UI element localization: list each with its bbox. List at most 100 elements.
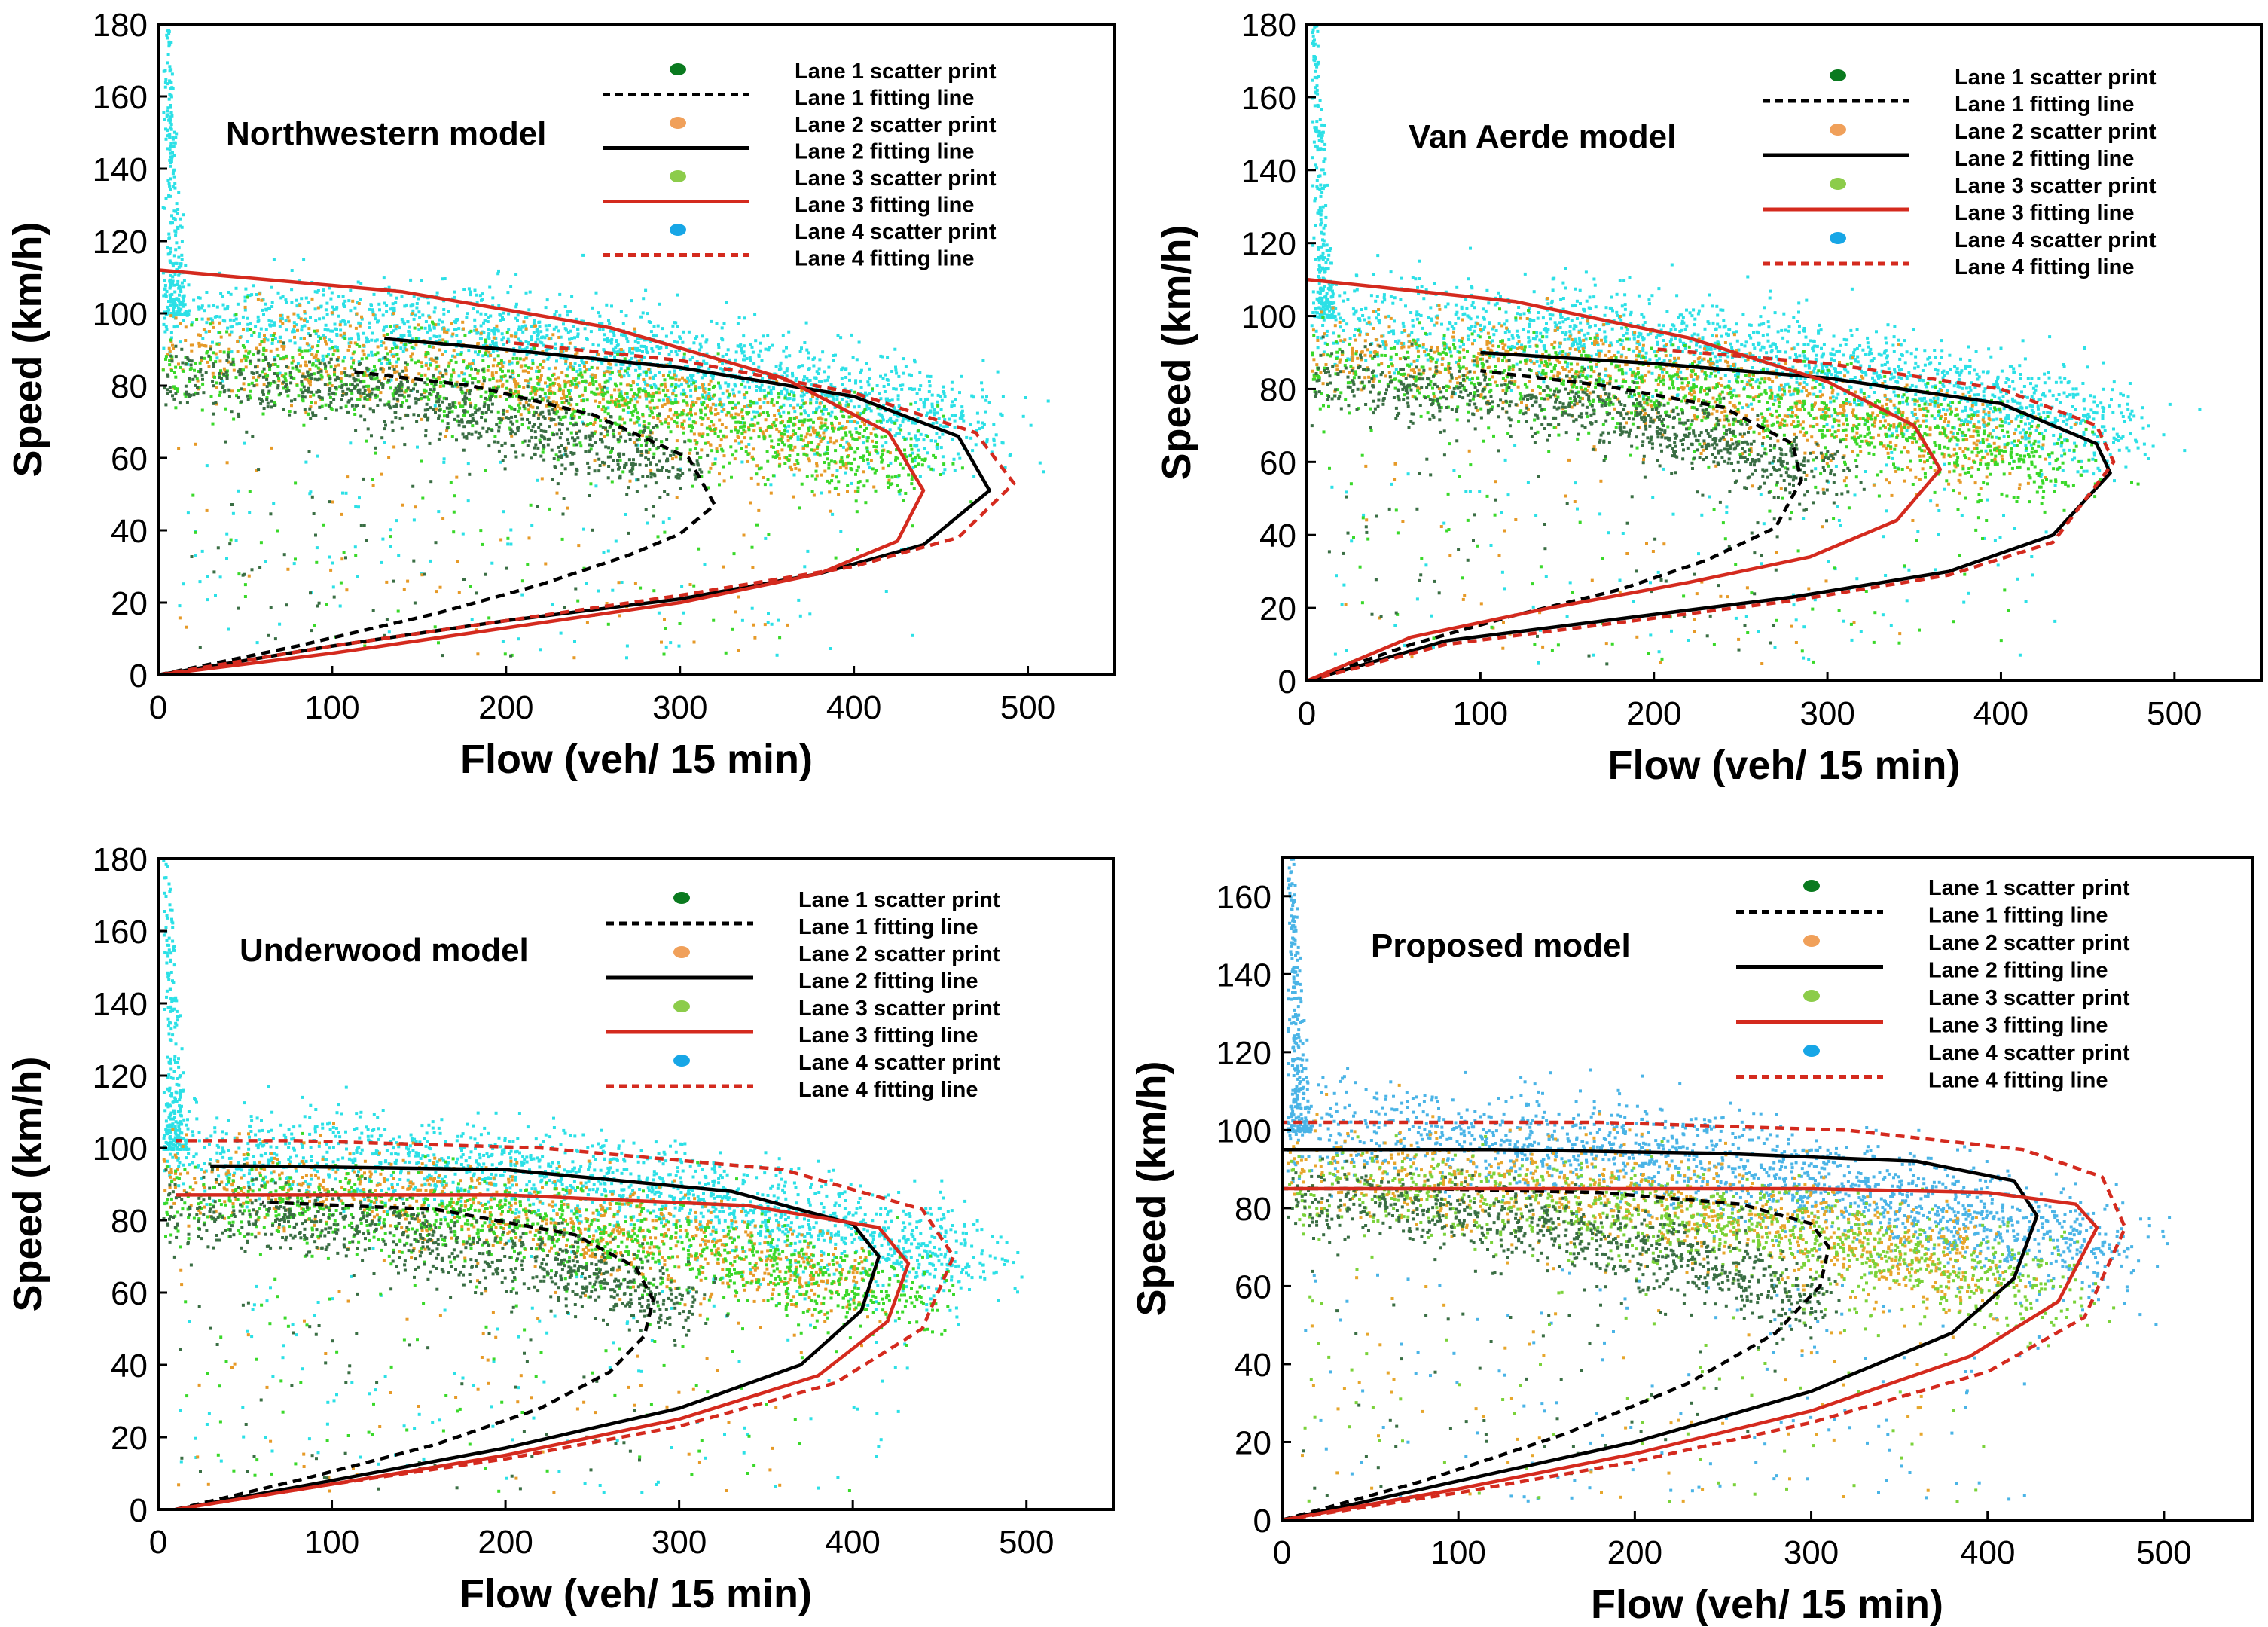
scatter-point — [536, 337, 540, 341]
scatter-point — [663, 490, 667, 493]
scatter-point — [832, 426, 836, 430]
scatter-point — [496, 410, 500, 414]
scatter-point — [395, 364, 398, 368]
scatter-point — [851, 356, 855, 359]
scatter-point — [748, 356, 752, 359]
scatter-point — [566, 427, 569, 431]
scatter-point — [631, 464, 635, 468]
scatter-point — [850, 462, 853, 466]
scatter-point — [918, 475, 922, 478]
scatter-point — [339, 379, 343, 383]
scatter-point — [389, 293, 393, 297]
scatter-point — [166, 388, 169, 392]
scatter-point — [872, 485, 876, 489]
scatter-point — [536, 478, 539, 482]
scatter-point — [582, 408, 585, 411]
scatter-point — [645, 350, 649, 353]
scatter-point — [890, 370, 894, 373]
scatter-point — [856, 486, 860, 490]
scatter-point — [438, 404, 441, 408]
scatter-point — [426, 351, 429, 354]
scatter-point — [527, 403, 530, 407]
scatter-point — [656, 468, 660, 472]
scatter-point — [329, 406, 333, 410]
scatter-point — [168, 184, 172, 188]
scatter-point — [411, 303, 415, 307]
scatter-point — [289, 376, 293, 380]
scatter-point — [935, 432, 939, 435]
scatter-point — [420, 396, 423, 400]
scatter-point — [343, 322, 347, 326]
scatter-point — [835, 394, 839, 398]
scatter-point — [167, 32, 171, 35]
scatter-point — [580, 374, 584, 377]
scatter-point — [664, 385, 667, 389]
scatter-point — [941, 432, 945, 436]
scatter-point — [713, 462, 717, 466]
scatter-point — [631, 413, 635, 417]
scatter-point — [356, 332, 360, 336]
scatter-point — [164, 325, 168, 328]
scatter-point — [815, 474, 819, 478]
scatter-point — [987, 401, 991, 404]
scatter-point — [510, 434, 514, 438]
scatter-point — [631, 347, 634, 351]
scatter-point — [573, 640, 576, 643]
scatter-point — [688, 358, 692, 362]
scatter-point — [625, 644, 629, 648]
scatter-point — [444, 340, 447, 344]
scatter-point — [168, 158, 172, 162]
scatter-point — [641, 350, 644, 353]
scatter-point — [853, 420, 856, 423]
scatter-point — [544, 324, 548, 328]
scatter-point — [454, 321, 458, 325]
scatter-point — [565, 454, 569, 458]
scatter-point — [353, 413, 357, 416]
scatter-point — [763, 623, 767, 627]
scatter-point — [441, 400, 444, 404]
scatter-point — [200, 343, 203, 347]
scatter-point — [339, 333, 343, 337]
scatter-point — [491, 350, 495, 353]
scatter-point — [185, 313, 188, 316]
scatter-point — [709, 374, 713, 377]
scatter-point — [359, 322, 362, 325]
scatter-point — [646, 383, 649, 387]
scatter-point — [256, 298, 260, 301]
scatter-point — [693, 473, 697, 477]
scatter-point — [942, 414, 945, 418]
scatter-point — [960, 414, 963, 418]
scatter-point — [347, 345, 351, 348]
scatter-point — [334, 364, 337, 368]
scatter-point — [322, 288, 325, 292]
scatter-point — [898, 432, 901, 435]
scatter-point — [707, 392, 711, 395]
scatter-point — [617, 402, 621, 406]
scatter-point — [647, 320, 651, 324]
scatter-point — [926, 411, 929, 415]
scatter-point — [381, 383, 385, 387]
scatter-point — [762, 432, 765, 436]
scatter-point — [325, 301, 329, 305]
scatter-point — [452, 371, 456, 374]
scatter-point — [441, 338, 445, 342]
scatter-point — [442, 457, 446, 461]
scatter-point — [685, 401, 689, 405]
scatter-point — [840, 438, 844, 441]
scatter-point — [362, 392, 365, 395]
scatter-point — [926, 435, 929, 438]
scatter-point — [481, 542, 484, 546]
scatter-point — [394, 403, 398, 407]
scatter-point — [169, 142, 173, 145]
scatter-point — [165, 328, 169, 331]
scatter-point — [261, 370, 264, 374]
scatter-point — [177, 255, 181, 259]
scatter-point — [292, 359, 295, 363]
scatter-point — [291, 330, 295, 334]
scatter-point — [690, 382, 694, 386]
scatter-point — [335, 346, 339, 350]
scatter-point — [826, 441, 830, 444]
scatter-point — [913, 459, 917, 462]
scatter-point — [733, 416, 737, 420]
scatter-point — [374, 317, 377, 321]
